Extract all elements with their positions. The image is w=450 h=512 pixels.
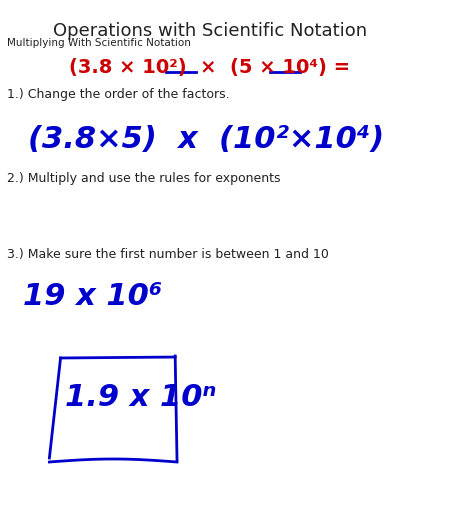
- Text: Operations with Scientific Notation: Operations with Scientific Notation: [53, 22, 367, 40]
- Text: 1.9 x 10ⁿ: 1.9 x 10ⁿ: [65, 383, 216, 413]
- Text: Multiplying With Scientific Notation: Multiplying With Scientific Notation: [8, 38, 191, 48]
- Text: 1.) Change the order of the factors.: 1.) Change the order of the factors.: [8, 88, 230, 101]
- Text: 2.) Multiply and use the rules for exponents: 2.) Multiply and use the rules for expon…: [8, 172, 281, 185]
- Text: (3.8 × 10²)  ×  (5 × 10⁴) =: (3.8 × 10²) × (5 × 10⁴) =: [69, 58, 350, 77]
- Text: 3.) Make sure the first number is between 1 and 10: 3.) Make sure the first number is betwee…: [8, 248, 329, 261]
- Text: (3.8×5)  x  (10²×10⁴): (3.8×5) x (10²×10⁴): [28, 125, 384, 154]
- Text: 19 x 10⁶: 19 x 10⁶: [23, 282, 162, 311]
